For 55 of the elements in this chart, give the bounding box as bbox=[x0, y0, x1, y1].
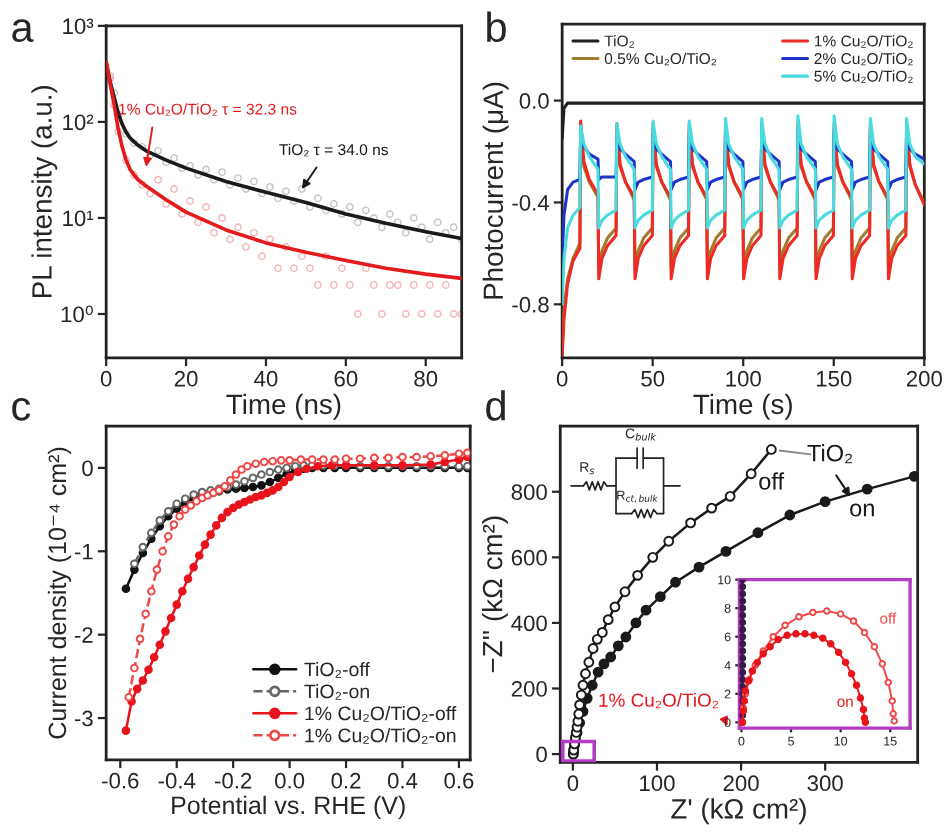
legend-label: TiO₂-on bbox=[304, 684, 369, 700]
y-tick-label: 0.0 bbox=[519, 93, 549, 109]
annotation: off bbox=[759, 472, 785, 490]
y-axis-title: Photocurrent (μA) bbox=[482, 82, 509, 299]
y-tick-label: -1 bbox=[74, 544, 93, 560]
legend-label: 1% Cu₂O/TiO₂-off bbox=[305, 706, 457, 722]
legend-label: 1% Cu₂O/TiO₂-on bbox=[305, 728, 456, 744]
x-tick-label: -0.2 bbox=[215, 772, 252, 789]
y-tick-label: 600 bbox=[511, 549, 547, 566]
x-tick-label: 0 bbox=[567, 775, 579, 792]
y-tick-label: -0.8 bbox=[512, 296, 549, 313]
y-axis-title: −Z'' (kΩ cm²) bbox=[482, 516, 508, 673]
x-tick-label: 200 bbox=[906, 370, 942, 387]
x-tick-label: -0.6 bbox=[102, 772, 139, 789]
x-tick-label: 0.4 bbox=[387, 772, 418, 789]
x-tick-label: 0 bbox=[556, 370, 568, 387]
legend-label: TiO₂-off bbox=[304, 661, 370, 678]
x-tick-label: 50 bbox=[641, 370, 665, 387]
annotation: on bbox=[850, 503, 874, 517]
y-tick-label: 0 bbox=[82, 460, 93, 477]
y-tick-label: 10¹ bbox=[63, 210, 94, 227]
x-axis-title: Time (s) bbox=[693, 393, 792, 420]
x-tick-label: 0.6 bbox=[444, 772, 474, 789]
y-tick-label: 10² bbox=[63, 114, 94, 131]
y-tick-label: 10⁰ bbox=[61, 305, 93, 323]
x-tick-label: 60 bbox=[334, 370, 358, 387]
x-tick-label: 300 bbox=[807, 775, 843, 792]
x-tick-label: 100 bbox=[726, 370, 761, 387]
x-tick-label: 100 bbox=[640, 775, 675, 792]
x-tick-label: -0.4 bbox=[158, 772, 196, 789]
y-tick-label: -0.4 bbox=[512, 194, 550, 211]
y-tick-label: -2 bbox=[74, 627, 93, 643]
annotation: 1% Cu₂O/TiO₂ bbox=[599, 692, 719, 709]
x-tick-label: 40 bbox=[254, 370, 278, 387]
x-tick-label: 80 bbox=[414, 370, 438, 387]
y-tick-label: 10³ bbox=[63, 18, 94, 35]
y-tick-label: -3 bbox=[74, 710, 93, 727]
x-tick-label: 0.0 bbox=[275, 772, 305, 789]
y-axis-title: PL intensity (a.u.) bbox=[31, 85, 58, 298]
y-tick-label: 400 bbox=[511, 615, 547, 632]
x-tick-label: 0.2 bbox=[331, 772, 361, 789]
chart-title: b bbox=[487, 11, 506, 43]
x-tick-label: 20 bbox=[174, 370, 198, 387]
y-tick-label: 800 bbox=[511, 484, 547, 501]
chart-title: c bbox=[12, 397, 31, 421]
x-tick-label: 150 bbox=[816, 370, 852, 387]
y-tick-label: 200 bbox=[511, 681, 547, 697]
annotation: TiO₂ bbox=[807, 444, 853, 464]
y-axis-title: Current density (10⁻⁴ cm²) bbox=[47, 447, 72, 739]
x-axis-title: Potential vs. RHE (V) bbox=[172, 795, 405, 820]
chart-title: a bbox=[12, 19, 34, 43]
chart-title: d bbox=[486, 390, 505, 421]
x-axis-title: Z' (kΩ cm²) bbox=[671, 798, 806, 825]
x-tick-label: 0 bbox=[100, 370, 112, 387]
x-axis-title: Time (ns) bbox=[226, 393, 341, 420]
